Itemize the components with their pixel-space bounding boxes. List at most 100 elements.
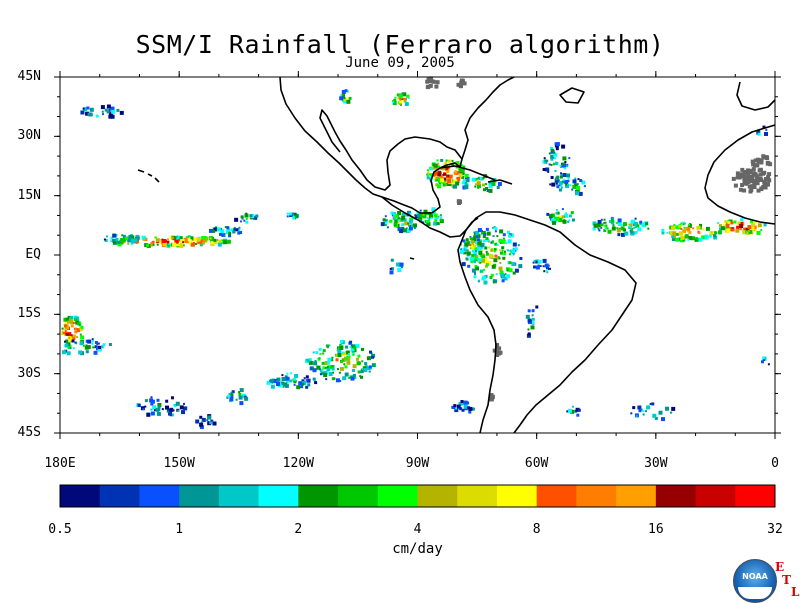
rain-pixel — [514, 247, 518, 251]
rain-pixel — [628, 225, 631, 228]
rain-pixel — [82, 107, 85, 110]
rain-pixel — [500, 251, 503, 255]
rain-pixel — [413, 227, 416, 229]
rain-pixel — [645, 222, 649, 226]
rain-pixel — [240, 215, 244, 219]
rain-pixel — [238, 229, 241, 232]
rain-pixel — [172, 409, 175, 412]
rain-pixel — [475, 258, 479, 262]
rain-pixel — [61, 327, 64, 330]
rain-pixel — [401, 98, 404, 101]
rain-pixel — [64, 340, 66, 343]
rain-pixel — [445, 159, 448, 162]
rain-pixel — [241, 217, 244, 220]
no-data-pixel — [731, 176, 736, 181]
rain-pixel — [475, 266, 479, 270]
no-data-pixel — [737, 175, 742, 180]
rain-pixel — [159, 242, 161, 245]
rain-pixel — [380, 222, 385, 227]
rain-pixel — [490, 241, 493, 244]
rain-pixel — [399, 100, 403, 104]
rain-pixel — [315, 351, 319, 355]
rain-pixel — [238, 226, 241, 229]
rain-pixel — [408, 226, 413, 231]
rain-pixel — [630, 230, 634, 234]
rain-pixel — [429, 214, 433, 219]
rain-pixel — [74, 327, 77, 330]
rain-pixel — [171, 396, 174, 400]
rain-pixel — [448, 183, 452, 187]
rain-pixel — [276, 382, 280, 386]
rain-pixel — [152, 405, 157, 410]
rain-pixel — [294, 214, 299, 219]
rain-pixel — [87, 339, 92, 344]
rain-pixel — [170, 413, 174, 417]
rain-pixel — [71, 339, 75, 343]
rain-pixel — [414, 214, 419, 219]
rain-pixel — [473, 261, 476, 264]
coastline-newfoundland — [559, 87, 585, 104]
rain-pixel — [553, 151, 556, 154]
rain-pixel — [227, 228, 231, 232]
rain-pixel — [68, 337, 71, 340]
rain-pixel — [432, 163, 436, 167]
rain-pixel — [555, 182, 558, 185]
colorbar-tick-label: 32 — [767, 522, 783, 537]
rain-pixel — [322, 349, 326, 353]
no-data-pixel — [751, 167, 756, 172]
rain-pixel — [191, 238, 194, 241]
rain-pixel — [527, 328, 530, 331]
rain-pixel — [603, 221, 606, 224]
rain-pixel — [684, 227, 688, 230]
rain-pixel — [394, 219, 399, 224]
rain-pixel — [458, 168, 463, 172]
rain-pixel — [456, 176, 461, 181]
rain-pixel — [687, 238, 690, 241]
rain-pixel — [181, 410, 185, 415]
rain-pixel — [351, 345, 355, 349]
rain-pixel — [144, 405, 147, 408]
no-data-pixel — [751, 179, 756, 184]
rain-pixel — [453, 184, 457, 189]
etl-letter-l: L — [791, 585, 800, 599]
rain-pixel — [78, 350, 83, 355]
rain-pixel — [695, 237, 699, 241]
rain-pixel — [508, 233, 512, 237]
rain-pixel — [430, 217, 433, 220]
rain-pixel — [458, 401, 463, 406]
rain-pixel — [485, 187, 489, 190]
rain-pixel — [477, 244, 482, 249]
rain-pixel — [162, 242, 167, 247]
rain-pixel — [562, 180, 566, 184]
rain-pixel — [512, 271, 516, 275]
rain-pixel — [212, 421, 217, 426]
no-data-pixel — [756, 158, 761, 163]
rain-pixel — [410, 224, 412, 227]
rain-pixel — [437, 165, 440, 169]
rain-pixel — [486, 189, 490, 192]
rain-pixel — [436, 217, 439, 220]
rain-pixel — [390, 267, 394, 271]
rain-pixel — [433, 171, 438, 176]
rain-pixel — [348, 353, 351, 355]
lat-tick-label: 30S — [17, 365, 41, 381]
rain-pixel — [95, 114, 99, 118]
rain-pixel — [104, 108, 108, 112]
rain-pixel — [228, 393, 231, 395]
rain-pixel — [469, 244, 472, 246]
rain-pixel — [575, 191, 580, 196]
colorbar-swatch — [496, 485, 538, 507]
rain-pixel — [442, 174, 445, 177]
rain-pixel — [555, 212, 558, 215]
rain-pixel — [157, 403, 162, 407]
rain-pixel — [597, 220, 602, 224]
rain-pixel — [518, 264, 523, 269]
rain-pixel — [273, 379, 278, 383]
rain-pixel — [461, 262, 466, 267]
rain-pixel — [255, 214, 259, 218]
no-data-pixel — [748, 168, 753, 173]
rain-pixel — [419, 209, 422, 212]
rain-pixel — [535, 261, 538, 264]
colorbar-swatch — [258, 485, 299, 507]
rain-pixel — [349, 340, 353, 344]
